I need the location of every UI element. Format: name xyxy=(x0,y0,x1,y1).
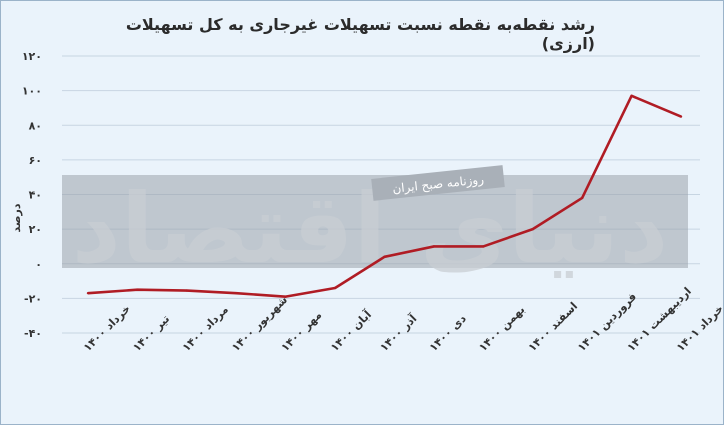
y-tick-label: ۶۰ xyxy=(29,154,42,167)
chart-title: رشد نقطه‌به نقطه نسبت تسهیلات غیرجاری به… xyxy=(125,15,595,53)
data-point xyxy=(185,289,189,292)
y-tick-label: ۱۲۰ xyxy=(22,50,42,63)
x-tick-label: مهر ۱۴۰۰ xyxy=(279,308,325,354)
y-tick-label: -۲۰ xyxy=(24,292,42,305)
data-point xyxy=(235,291,238,295)
data-point xyxy=(136,288,139,291)
x-tick-label: بهمن ۱۴۰۰ xyxy=(476,303,527,354)
x-tick-label: خرداد ۱۴۰۱ xyxy=(674,302,724,354)
data-point xyxy=(630,94,633,98)
y-tick-label: ۱۰۰ xyxy=(22,85,42,98)
x-tick-label: خرداد ۱۴۰۰ xyxy=(81,302,133,354)
data-point xyxy=(580,196,584,200)
data-point xyxy=(383,255,386,259)
watermark: دنیای اقتصاد روزنامه صبح ایران xyxy=(62,165,688,285)
watermark-tag-box xyxy=(371,165,505,201)
data-point xyxy=(432,245,436,248)
y-tick-labels: -۴۰ -۲۰ ۰ ۲۰ ۴۰ ۶۰ ۸۰ ۱۰۰ ۱۲۰ xyxy=(22,50,42,340)
data-point xyxy=(679,115,683,118)
x-tick-label: آبان ۱۴۰۰ xyxy=(327,307,374,354)
series xyxy=(86,94,683,298)
y-tick-label: ۲۰ xyxy=(29,223,42,236)
y-tick-label: ۰ xyxy=(35,258,42,271)
y-tick-label: ۸۰ xyxy=(29,119,42,132)
y-tick-label: -۴۰ xyxy=(24,327,42,340)
data-point xyxy=(284,295,287,298)
y-tick-label: ۴۰ xyxy=(29,189,42,202)
watermark-brand: دنیای اقتصاد xyxy=(72,173,669,285)
data-point xyxy=(482,245,485,248)
data-point xyxy=(333,286,337,290)
y-axis-label: درصد xyxy=(10,203,23,232)
data-point xyxy=(86,291,90,295)
x-tick-label: مرداد ۱۴۰۰ xyxy=(180,303,231,354)
x-tick-label: اسفند ۱۴۰۰ xyxy=(526,300,580,354)
data-point xyxy=(531,227,534,231)
